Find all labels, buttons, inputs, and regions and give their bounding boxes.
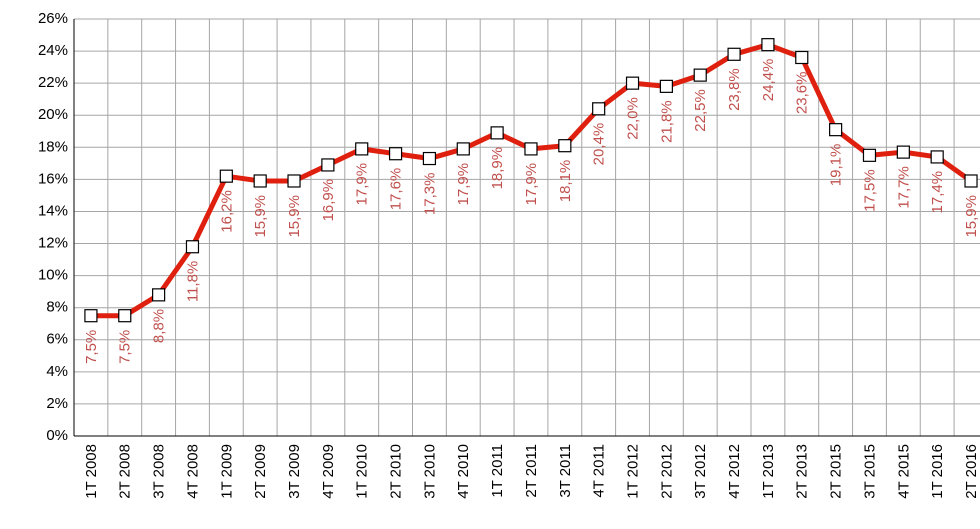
x-tick-label: 2T 2012 — [658, 444, 675, 499]
data-label: 15,9% — [252, 195, 269, 238]
y-tick-label: 18% — [38, 138, 68, 155]
x-tick-label: 3T 2008 — [151, 444, 168, 499]
data-label: 7,5% — [117, 330, 134, 364]
data-label: 17,9% — [455, 163, 472, 206]
marker — [422, 151, 437, 166]
data-label: 18,9% — [489, 147, 506, 190]
marker — [388, 147, 403, 161]
x-tick-label: 4T 2015 — [895, 444, 912, 499]
x-tick-label: 2T 2009 — [252, 444, 269, 499]
marker — [862, 148, 877, 162]
y-tick-label: 8% — [46, 299, 68, 316]
marker — [930, 150, 944, 164]
y-tick-label: 6% — [46, 331, 68, 348]
marker — [287, 174, 301, 188]
marker — [253, 174, 267, 188]
x-tick-label: 4T 2008 — [184, 444, 201, 499]
marker — [829, 123, 843, 137]
y-tick-label: 16% — [38, 170, 68, 187]
marker — [321, 158, 335, 172]
x-tick-label: 1T 2009 — [218, 444, 235, 499]
x-tick-label: 2T 2013 — [794, 444, 811, 499]
data-label: 17,9% — [354, 163, 371, 206]
marker — [727, 47, 741, 61]
data-label: 19,1% — [828, 144, 845, 187]
y-tick-label: 22% — [38, 74, 68, 91]
data-label: 17,6% — [388, 168, 405, 211]
x-tick-label: 1T 2012 — [624, 444, 641, 499]
y-tick-label: 12% — [38, 235, 68, 252]
data-label: 16,9% — [320, 179, 337, 222]
x-tick-label: 4T 2010 — [455, 444, 472, 499]
marker — [84, 309, 98, 323]
x-tick-label: 2T 2015 — [828, 444, 845, 499]
y-tick-label: 20% — [38, 106, 68, 123]
marker — [592, 102, 606, 116]
marker — [659, 79, 673, 93]
data-label: 18,1% — [557, 160, 574, 203]
x-tick-label: 3T 2012 — [692, 444, 709, 499]
data-label: 23,8% — [726, 68, 743, 111]
x-tick-label: 4T 2011 — [591, 444, 608, 498]
data-label: 17,7% — [895, 166, 912, 209]
data-label: 16,2% — [218, 190, 235, 233]
marker — [896, 145, 910, 159]
data-label: 8,8% — [151, 309, 168, 343]
x-tick-label: 3T 2009 — [286, 444, 303, 499]
data-label: 17,5% — [861, 169, 878, 212]
x-tick-label: 4T 2012 — [726, 444, 743, 499]
y-tick-label: 14% — [38, 202, 68, 219]
data-label: 17,3% — [421, 173, 438, 216]
x-tick-label: 1T 2008 — [83, 444, 100, 499]
x-tick-label: 2T 2011 — [523, 444, 540, 498]
data-label: 17,9% — [523, 163, 540, 206]
data-label: 22,0% — [624, 97, 641, 140]
marker — [524, 142, 538, 156]
data-label: 22,5% — [692, 89, 709, 132]
data-label: 15,9% — [963, 195, 980, 238]
marker — [185, 240, 200, 254]
data-label: 21,8% — [658, 100, 675, 143]
y-tick-label: 4% — [46, 363, 68, 380]
marker — [795, 50, 809, 65]
data-label: 20,4% — [591, 123, 608, 166]
data-label: 15,9% — [286, 195, 303, 238]
marker — [693, 68, 707, 82]
marker — [490, 126, 504, 140]
data-label: 24,4% — [760, 59, 777, 102]
y-tick-label: 26% — [38, 10, 68, 27]
data-label: 17,4% — [929, 171, 946, 214]
marker — [219, 169, 233, 183]
data-label: 7,5% — [83, 330, 100, 364]
x-tick-label: 2T 2016 — [963, 444, 980, 499]
x-tick-label: 1T 2013 — [760, 444, 777, 499]
y-tick-label: 2% — [46, 395, 68, 412]
marker — [118, 309, 132, 323]
marker — [625, 76, 640, 90]
x-tick-label: 3T 2011 — [557, 444, 574, 498]
y-tick-label: 24% — [38, 42, 68, 59]
marker — [964, 174, 978, 188]
data-label: 23,6% — [794, 71, 811, 114]
x-tick-label: 1T 2011 — [489, 444, 506, 498]
data-label: 11,8% — [184, 261, 201, 302]
marker — [152, 288, 166, 302]
x-tick-label: 3T 2010 — [421, 444, 438, 499]
y-tick-label: 10% — [38, 267, 68, 284]
x-tick-label: 2T 2010 — [388, 444, 405, 499]
x-tick-label: 1T 2010 — [354, 444, 371, 499]
x-tick-label: 3T 2015 — [861, 444, 878, 499]
marker — [355, 142, 369, 156]
x-tick-label: 4T 2009 — [320, 444, 337, 499]
x-tick-label: 1T 2016 — [929, 444, 946, 499]
x-tick-label: 2T 2008 — [117, 444, 134, 499]
y-tick-label: 0% — [46, 427, 68, 444]
marker — [761, 38, 775, 52]
marker — [456, 142, 470, 156]
marker — [558, 139, 572, 153]
